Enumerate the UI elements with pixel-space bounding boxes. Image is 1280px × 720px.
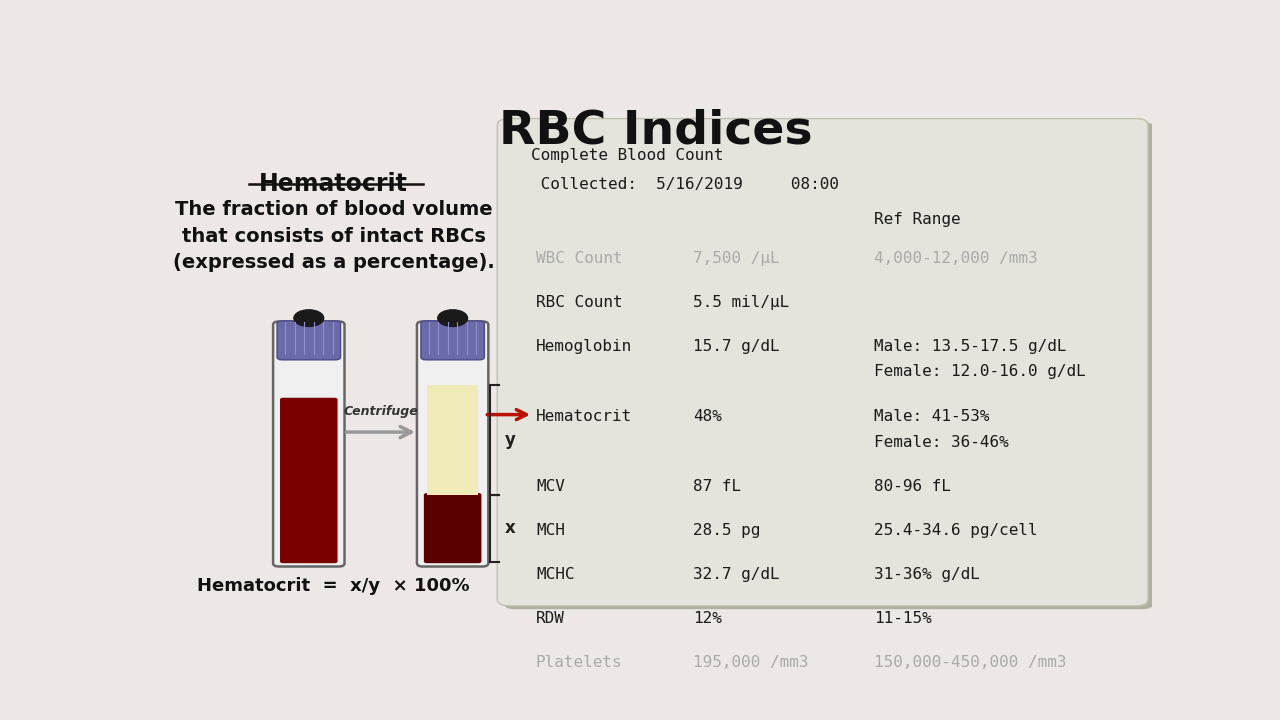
Text: 11-15%: 11-15% — [874, 611, 932, 626]
Text: 48%: 48% — [692, 409, 722, 424]
Text: MCH: MCH — [536, 523, 564, 539]
Text: Collected:  5/16/2019     08:00: Collected: 5/16/2019 08:00 — [531, 177, 838, 192]
Text: that consists of intact RBCs: that consists of intact RBCs — [182, 227, 485, 246]
Text: 150,000-450,000 /mm3: 150,000-450,000 /mm3 — [874, 654, 1066, 670]
Text: 4,000-12,000 /mm3: 4,000-12,000 /mm3 — [874, 251, 1038, 266]
FancyBboxPatch shape — [497, 119, 1148, 606]
Text: Ref Range: Ref Range — [874, 212, 961, 228]
Text: Hematocrit: Hematocrit — [536, 409, 632, 424]
Text: Complete Blood Count: Complete Blood Count — [531, 148, 723, 163]
Text: 12%: 12% — [692, 611, 722, 626]
Text: 28.5 pg: 28.5 pg — [692, 523, 760, 539]
Text: Female: 12.0-16.0 g/dL: Female: 12.0-16.0 g/dL — [874, 364, 1085, 379]
Bar — [426, 385, 479, 495]
FancyBboxPatch shape — [424, 493, 481, 563]
FancyBboxPatch shape — [503, 122, 1155, 609]
Text: 195,000 /mm3: 195,000 /mm3 — [692, 654, 808, 670]
Text: 25.4-34.6 pg/cell: 25.4-34.6 pg/cell — [874, 523, 1038, 539]
Text: WBC Count: WBC Count — [536, 251, 622, 266]
FancyBboxPatch shape — [280, 397, 338, 563]
Text: RBC Indices: RBC Indices — [499, 109, 813, 153]
Text: 15.7 g/dL: 15.7 g/dL — [692, 338, 780, 354]
Text: MCHC: MCHC — [536, 567, 575, 582]
Text: RBC Count: RBC Count — [536, 295, 622, 310]
Text: 31-36% g/dL: 31-36% g/dL — [874, 567, 980, 582]
FancyBboxPatch shape — [273, 321, 344, 567]
Text: Female: 36-46%: Female: 36-46% — [874, 435, 1009, 449]
Text: Male: 41-53%: Male: 41-53% — [874, 409, 989, 424]
Text: MCV: MCV — [536, 480, 564, 495]
Text: 32.7 g/dL: 32.7 g/dL — [692, 567, 780, 582]
Text: 80-96 fL: 80-96 fL — [874, 480, 951, 495]
Text: Hematocrit  =  x/y  × 100%: Hematocrit = x/y × 100% — [197, 577, 470, 595]
FancyBboxPatch shape — [417, 321, 489, 567]
Text: x: x — [506, 519, 516, 537]
Text: Hemoglobin: Hemoglobin — [536, 338, 632, 354]
Text: The fraction of blood volume: The fraction of blood volume — [175, 200, 493, 219]
Text: Centrifuge: Centrifuge — [343, 405, 419, 418]
FancyBboxPatch shape — [421, 321, 484, 360]
Text: (expressed as a percentage).: (expressed as a percentage). — [173, 253, 494, 272]
Text: 7,500 /μL: 7,500 /μL — [692, 251, 780, 266]
Text: 5.5 mil/μL: 5.5 mil/μL — [692, 295, 788, 310]
Text: y: y — [506, 431, 516, 449]
Text: Hematocrit: Hematocrit — [259, 172, 408, 197]
Circle shape — [438, 310, 467, 326]
Text: Platelets: Platelets — [536, 654, 622, 670]
Text: RDW: RDW — [536, 611, 564, 626]
Text: 87 fL: 87 fL — [692, 480, 741, 495]
Text: Male: 13.5-17.5 g/dL: Male: 13.5-17.5 g/dL — [874, 338, 1066, 354]
Circle shape — [294, 310, 324, 326]
FancyBboxPatch shape — [276, 321, 340, 360]
